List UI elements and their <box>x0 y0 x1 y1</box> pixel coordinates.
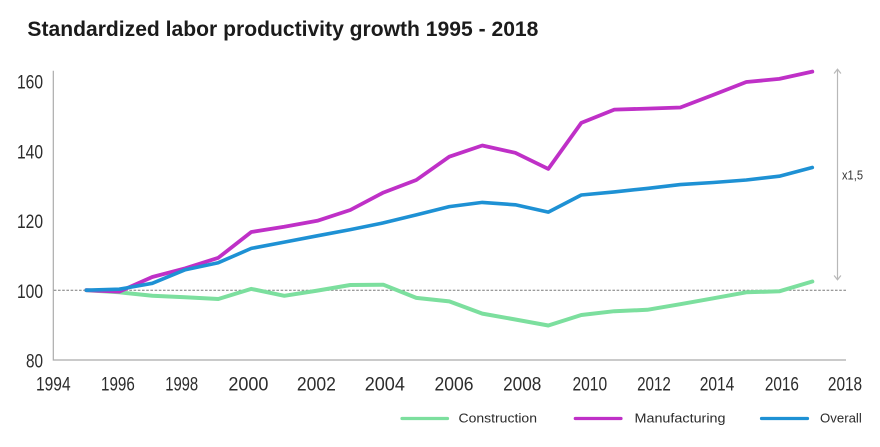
svg-text:2012: 2012 <box>637 375 671 396</box>
svg-text:1998: 1998 <box>165 375 198 396</box>
svg-text:2016: 2016 <box>765 375 799 396</box>
svg-text:Standardized labor productivit: Standardized labor productivity growth 1… <box>27 18 538 41</box>
svg-text:2014: 2014 <box>700 375 735 396</box>
svg-text:100: 100 <box>17 282 43 303</box>
svg-text:2002: 2002 <box>297 375 336 396</box>
svg-text:2008: 2008 <box>503 375 541 396</box>
svg-text:Construction: Construction <box>459 412 538 426</box>
svg-text:80: 80 <box>26 352 43 373</box>
svg-text:160: 160 <box>17 73 43 94</box>
svg-text:Manufacturing: Manufacturing <box>635 412 726 426</box>
svg-text:x1,5: x1,5 <box>842 167 863 182</box>
svg-text:120: 120 <box>17 212 43 233</box>
svg-text:Overall: Overall <box>820 412 862 426</box>
svg-text:2004: 2004 <box>365 375 406 396</box>
svg-text:2018: 2018 <box>828 375 862 396</box>
svg-text:140: 140 <box>17 142 43 163</box>
svg-text:2000: 2000 <box>228 375 268 396</box>
svg-text:2010: 2010 <box>573 375 608 396</box>
svg-text:1994: 1994 <box>36 375 71 396</box>
svg-text:2006: 2006 <box>435 375 474 396</box>
svg-text:1996: 1996 <box>101 375 135 396</box>
